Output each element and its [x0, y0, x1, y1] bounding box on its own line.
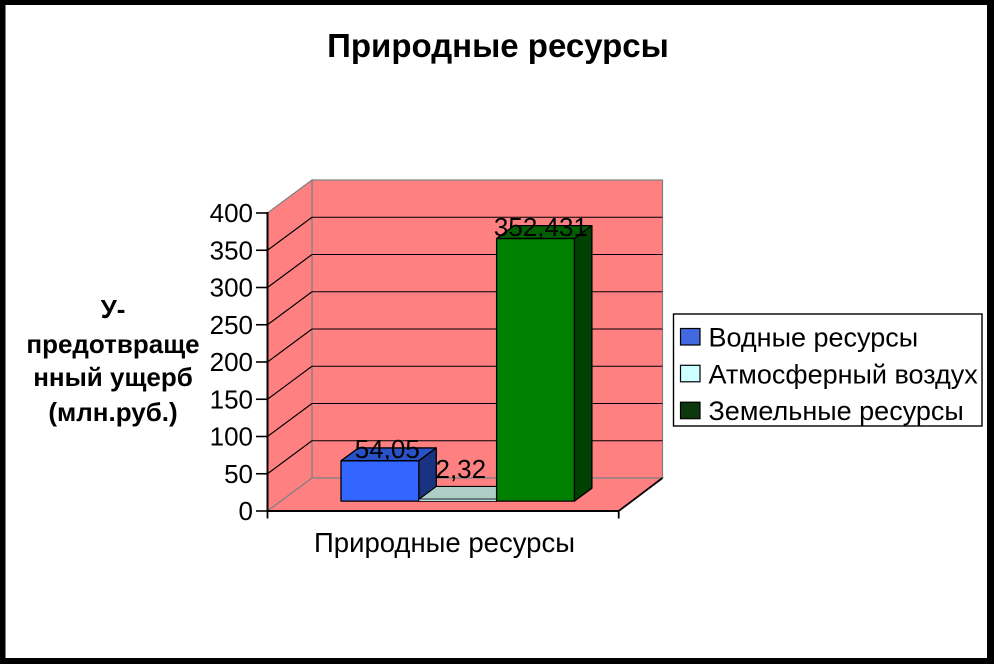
svg-text:350: 350	[210, 235, 253, 265]
svg-text:Земельные ресурсы: Земельные ресурсы	[709, 396, 964, 426]
svg-text:352,431: 352,431	[494, 212, 588, 242]
svg-text:У-: У-	[101, 294, 126, 324]
svg-text:200: 200	[210, 347, 253, 377]
svg-text:Атмосферный воздух: Атмосферный воздух	[709, 359, 979, 389]
svg-text:нный ущерб: нный ущерб	[33, 362, 193, 392]
svg-text:400: 400	[210, 198, 253, 228]
svg-text:Природные ресурсы: Природные ресурсы	[314, 527, 575, 558]
svg-text:54,05: 54,05	[355, 434, 420, 464]
svg-text:300: 300	[210, 273, 253, 303]
svg-text:(млн.руб.): (млн.руб.)	[48, 397, 177, 427]
svg-text:100: 100	[210, 422, 253, 452]
svg-text:2,32: 2,32	[435, 454, 486, 484]
svg-text:Водные ресурсы: Водные ресурсы	[709, 323, 919, 353]
svg-text:предотвраще: предотвраще	[26, 329, 199, 359]
svg-text:250: 250	[210, 310, 253, 340]
svg-text:Природные ресурсы: Природные ресурсы	[327, 27, 669, 64]
svg-text:50: 50	[224, 459, 253, 489]
svg-text:150: 150	[210, 384, 253, 414]
svg-text:0: 0	[239, 496, 253, 526]
